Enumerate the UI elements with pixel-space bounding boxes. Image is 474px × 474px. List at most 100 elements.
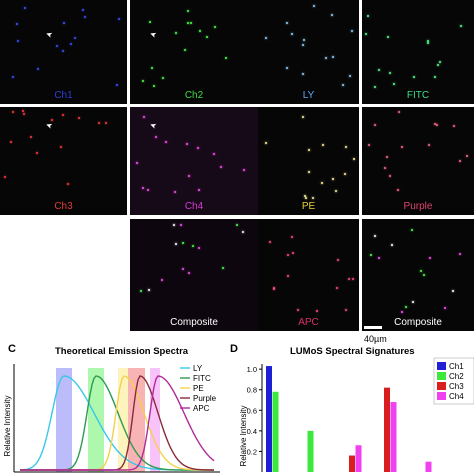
cell-dot [302, 44, 304, 46]
cell-dot [74, 37, 76, 39]
cell-dot [466, 155, 468, 157]
cell-dot [427, 40, 429, 42]
panel-label: Ch1 [54, 90, 73, 101]
cell-dot [391, 244, 393, 246]
panel-label: Composite [394, 317, 442, 328]
cell-dot [273, 287, 275, 289]
cell-dot [434, 76, 436, 78]
cell-dot [351, 30, 353, 32]
cell-dot [378, 69, 380, 71]
panel-label: FITC [406, 90, 430, 101]
cell-dot [173, 224, 175, 226]
cell-dot [308, 149, 310, 151]
cell-dot [16, 23, 18, 25]
cell-dot [213, 153, 215, 155]
cell-dot [321, 182, 323, 184]
cell-dot [184, 49, 186, 51]
arrowhead-icon: ➤ [44, 29, 54, 40]
y-tick-label: 1.0 [247, 365, 257, 374]
cell-dot [413, 76, 415, 78]
panel-pe: PE [258, 107, 359, 215]
cell-dot [444, 307, 446, 309]
cell-dot [439, 61, 441, 63]
bar-ch4 [355, 445, 362, 472]
cell-dot [265, 37, 267, 39]
cell-dot [378, 257, 380, 259]
spectrum-line-purple [20, 375, 214, 471]
y-axis-label: Relative Intensity [239, 406, 248, 467]
arrowhead-icon: ➤ [44, 120, 54, 131]
cell-dot [412, 301, 414, 303]
scale-bar [364, 326, 382, 329]
bar-ch2 [307, 430, 314, 472]
legend-swatch [437, 372, 446, 380]
cell-dot [429, 257, 431, 259]
cell-dot [182, 242, 184, 244]
panel-ch2: Ch2 ➤ [130, 0, 258, 104]
bar-ch2 [272, 391, 279, 472]
cell-dot [206, 36, 208, 38]
cell-dot [188, 272, 190, 274]
panel-label: PE [301, 201, 316, 212]
cell-dot [84, 16, 86, 18]
legend-label: Ch4 [449, 392, 464, 401]
cell-dot [192, 245, 194, 247]
cell-dot [453, 125, 455, 127]
spectrum-line-pe [20, 375, 214, 471]
cell-dot [198, 189, 200, 191]
cell-dot [148, 289, 150, 291]
cell-dot [401, 311, 403, 313]
cell-dot [37, 68, 39, 70]
cell-dot [291, 33, 293, 35]
panel-label: Composite [170, 317, 218, 328]
cell-dot [374, 86, 376, 88]
cell-dot [332, 56, 334, 58]
y-tick-label: 0.2 [247, 447, 257, 456]
cell-dot [175, 243, 177, 245]
cell-dot [220, 166, 222, 168]
cell-dot [78, 117, 80, 119]
panel-c-title: Theoretical Emission Spectra [55, 346, 189, 357]
cell-dot [142, 80, 144, 82]
legend-label: FITC [193, 374, 211, 383]
cell-dot [287, 254, 289, 256]
panel-ly: LY [258, 0, 359, 104]
panel-purple: Purple [362, 107, 474, 215]
arrowhead-icon: ➤ [148, 29, 158, 40]
cell-dot [428, 144, 430, 146]
spectrum-line-ly [19, 375, 214, 471]
cell-dot [305, 197, 307, 199]
legend-label: LY [193, 364, 203, 373]
cell-dot [225, 57, 227, 59]
cell-dot [162, 77, 164, 79]
cell-dot [214, 26, 216, 28]
panel-d-title: LUMoS Spectral Signatures [290, 346, 415, 357]
panel-label: Ch3 [54, 201, 73, 212]
filter-band [88, 368, 104, 472]
cell-dot [190, 22, 192, 24]
cell-dot [434, 123, 436, 125]
cell-dot [316, 310, 318, 312]
cell-dot [286, 22, 288, 24]
cell-dot [348, 278, 350, 280]
arrowhead-icon: ➤ [148, 120, 158, 131]
y-axis-label: Relative Intensity [3, 396, 12, 457]
cell-dot [313, 5, 315, 7]
cell-dot [22, 110, 24, 112]
cell-dot [187, 22, 189, 24]
cell-dot [331, 14, 333, 16]
legend-label: Ch2 [449, 372, 464, 381]
panel-apc: APC [258, 219, 359, 331]
filter-band [56, 368, 72, 472]
cell-dot [180, 224, 182, 226]
cell-dot [12, 76, 14, 78]
cell-dot [62, 50, 64, 52]
cell-dot [62, 114, 64, 116]
cell-dot [198, 247, 200, 249]
cell-dot [389, 72, 391, 74]
legend-label: Ch3 [449, 382, 464, 391]
cell-dot [51, 119, 53, 121]
cell-dot [387, 36, 389, 38]
cell-dot [452, 290, 454, 292]
